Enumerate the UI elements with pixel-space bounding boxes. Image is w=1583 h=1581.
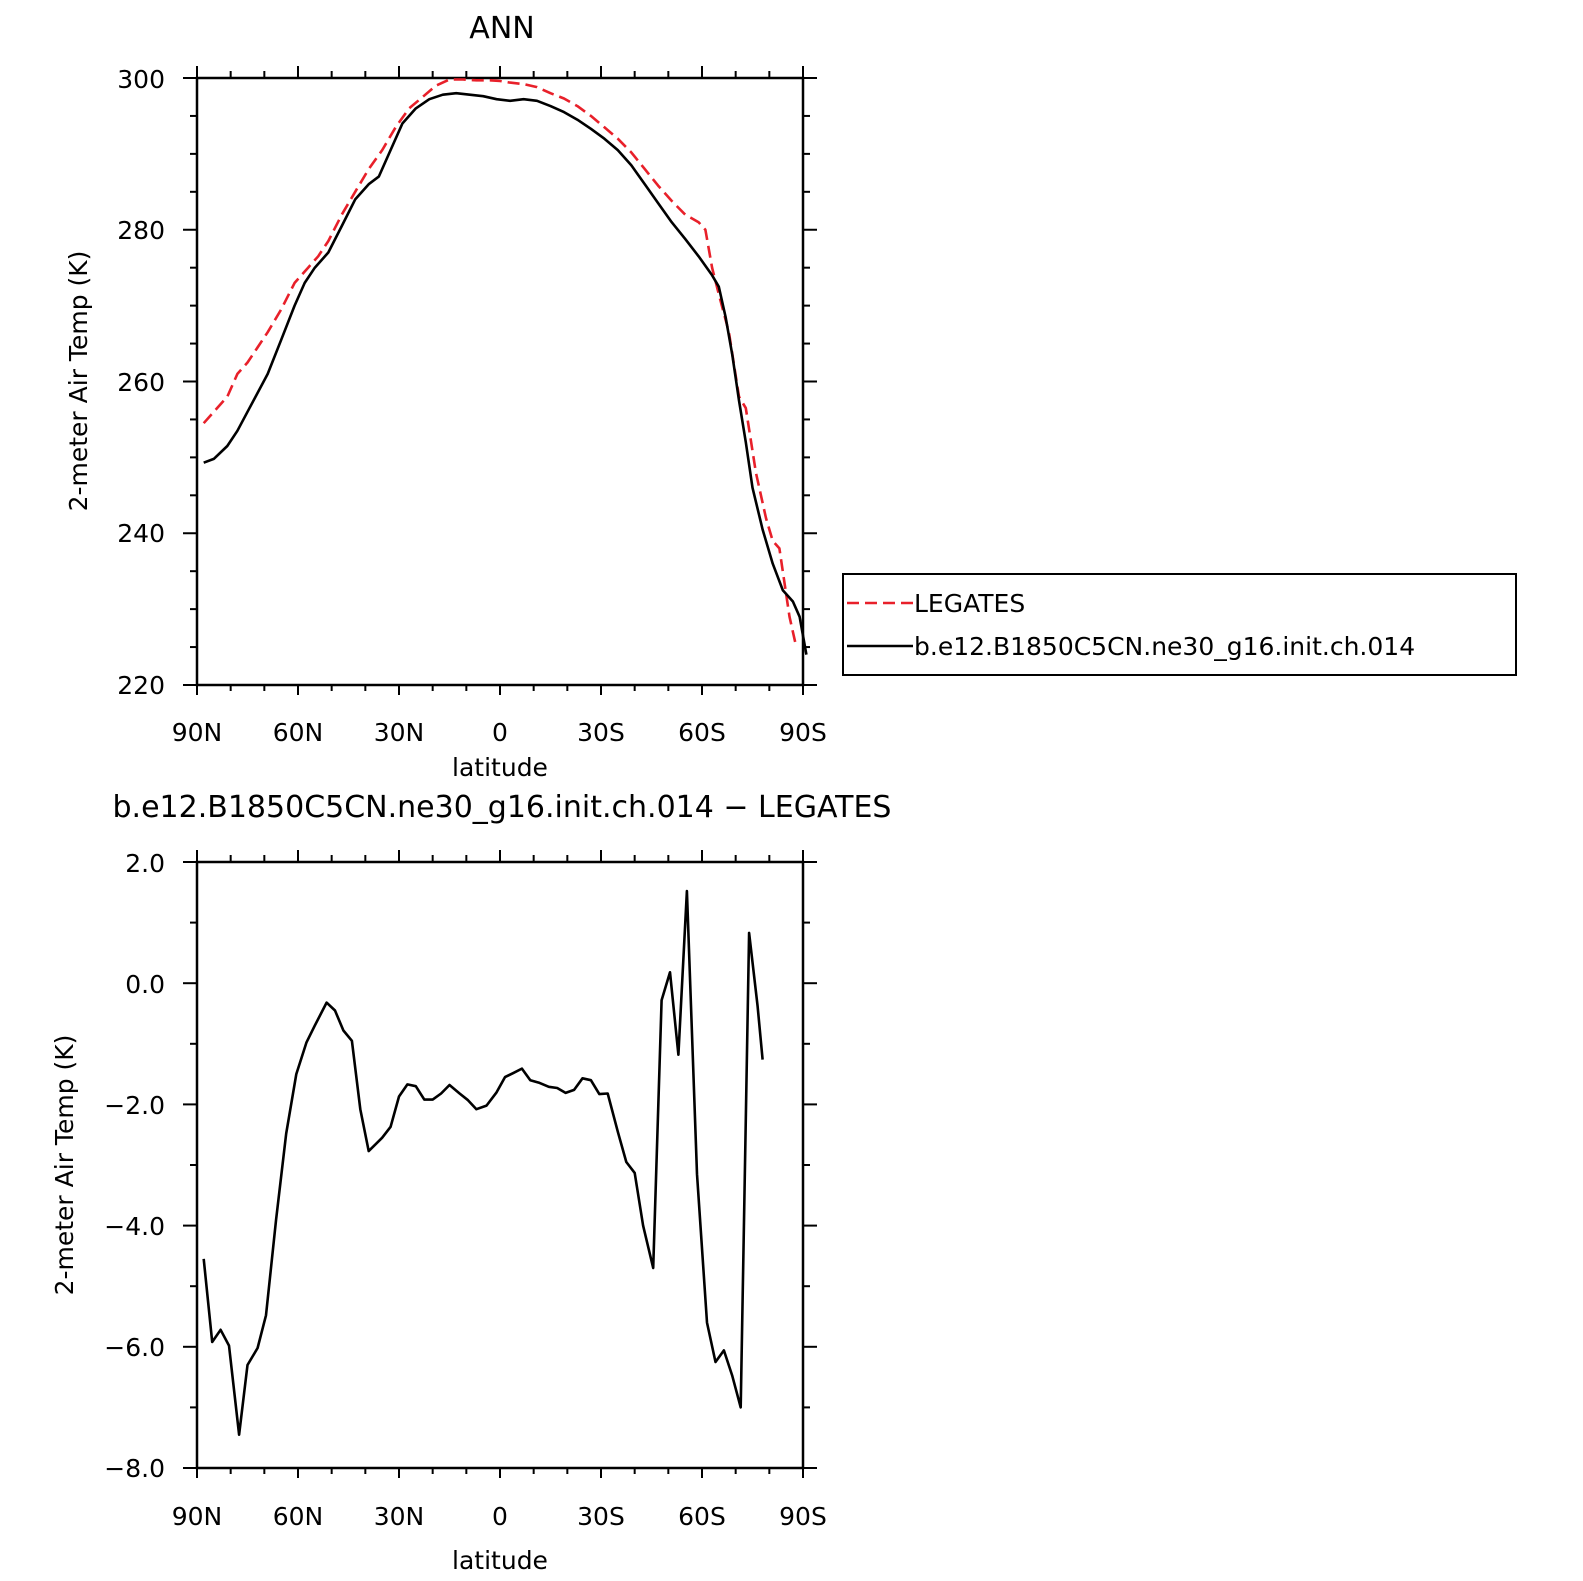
y-tick-label: 280: [117, 216, 165, 245]
series-line-1: [203, 91, 808, 655]
chart-top-series: [202, 78, 808, 655]
chart-top-yticklabels: 220 240 260 280 300: [117, 65, 165, 700]
chart-bottom-title: b.e12.B1850C5CN.ne30_g16.init.ch.014 − L…: [113, 790, 892, 825]
chart-top-ylabel: 2-meter Air Temp (K): [64, 251, 93, 512]
x-tick-label: 60S: [678, 718, 726, 747]
chart-top: ANN 90N 60N 30N 0 30S 60S 90S 220 240 26…: [64, 11, 1517, 782]
chart-top-xticklabels: 90N 60N 30N 0 30S 60S 90S: [172, 718, 827, 747]
chart-bottom-xticklabels: 90N 60N 30N 0 30S 60S 90S: [172, 1502, 827, 1531]
y-tick-label: 2.0: [125, 849, 165, 878]
legend-label-model: b.e12.B1850C5CN.ne30_g16.init.ch.014: [914, 632, 1415, 661]
y-tick-label: 0.0: [125, 970, 165, 999]
chart-top-frame: [195, 76, 805, 687]
x-tick-label: 90S: [779, 718, 827, 747]
y-tick-label: 300: [117, 65, 165, 94]
x-tick-label: 0: [492, 718, 508, 747]
series-line-0: [202, 889, 764, 1436]
x-tick-label: 30S: [577, 1502, 625, 1531]
x-tick-label: 60N: [273, 1502, 324, 1531]
y-tick-label: −8.0: [104, 1454, 165, 1483]
chart-bottom: b.e12.B1850C5CN.ne30_g16.init.ch.014 − L…: [50, 790, 891, 1575]
x-tick-label: 90S: [779, 1502, 827, 1531]
x-tick-label: 30N: [374, 1502, 425, 1531]
chart-top-ticks: [183, 66, 817, 695]
y-tick-label: −2.0: [104, 1091, 165, 1120]
x-tick-label: 30S: [577, 718, 625, 747]
chart-top-title: ANN: [469, 11, 534, 46]
chart-bottom-yticklabels: −8.0 −6.0 −4.0 −2.0 0.0 2.0: [104, 849, 165, 1483]
x-tick-label: 0: [492, 1502, 508, 1531]
chart-bottom-ticks: [183, 850, 817, 1478]
chart-top-xlabel: latitude: [452, 753, 548, 782]
x-tick-label: 30N: [374, 718, 425, 747]
series-line-0: [202, 78, 798, 648]
x-tick-label: 60S: [678, 1502, 726, 1531]
chart-top-legend: LEGATES b.e12.B1850C5CN.ne30_g16.init.ch…: [842, 573, 1517, 676]
legend-label-legates: LEGATES: [914, 589, 1025, 618]
legend-box: [842, 573, 1517, 676]
y-tick-label: 260: [117, 368, 165, 397]
x-tick-label: 90N: [172, 1502, 223, 1531]
y-tick-label: 240: [117, 519, 165, 548]
chart-bottom-ylabel: 2-meter Air Temp (K): [50, 1035, 79, 1296]
chart-bottom-xlabel: latitude: [452, 1546, 548, 1575]
chart-bottom-series: [202, 889, 764, 1436]
y-tick-label: 220: [117, 671, 165, 700]
x-tick-label: 90N: [172, 718, 223, 747]
y-tick-label: −4.0: [104, 1212, 165, 1241]
chart-bottom-frame: [195, 860, 805, 1470]
x-tick-label: 60N: [273, 718, 324, 747]
y-tick-label: −6.0: [104, 1333, 165, 1362]
